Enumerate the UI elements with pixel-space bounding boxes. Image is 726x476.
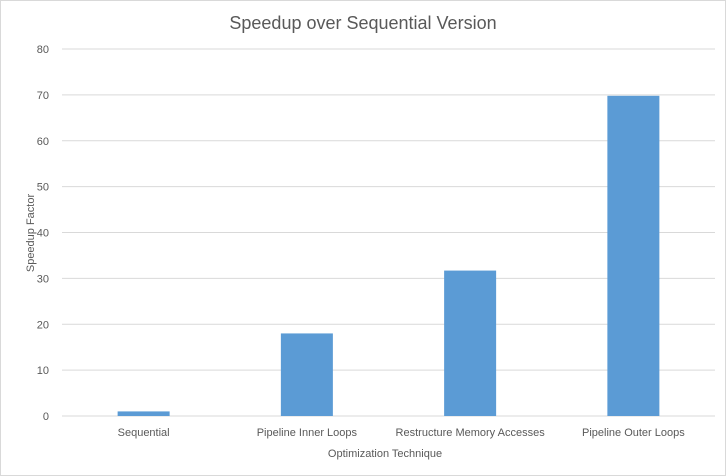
y-axis-label: Speedup Factor [25,194,37,273]
y-tick-label: 70 [37,90,49,102]
y-tick-label: 10 [37,365,49,377]
chart-title: Speedup over Sequential Version [229,13,496,33]
y-tick-label: 50 [37,182,49,194]
x-axis-label: Optimization Technique [328,448,442,460]
y-axis-ticks: 0 10 20 30 40 50 60 70 80 [37,44,49,423]
y-tick-label: 80 [37,44,49,56]
x-tick-label: Pipeline Outer Loops [582,427,685,439]
y-tick-label: 30 [37,273,49,285]
y-tick-label: 60 [37,136,49,148]
y-tick-label: 40 [37,228,49,240]
x-tick-label: Sequential [118,427,170,439]
y-tick-label: 20 [37,319,49,331]
bars [117,95,660,416]
bar-sequential [117,411,170,416]
bar-restructure-memory-accesses [444,270,497,416]
bar-pipeline-inner-loops [280,333,333,416]
y-tick-label: 0 [43,411,49,423]
gridlines [62,48,715,417]
x-tick-label: Pipeline Inner Loops [257,427,358,439]
bar-pipeline-outer-loops [607,95,660,416]
x-axis-ticks: Sequential Pipeline Inner Loops Restructur… [118,427,686,439]
x-tick-label: Restructure Memory Accesses [396,427,546,439]
